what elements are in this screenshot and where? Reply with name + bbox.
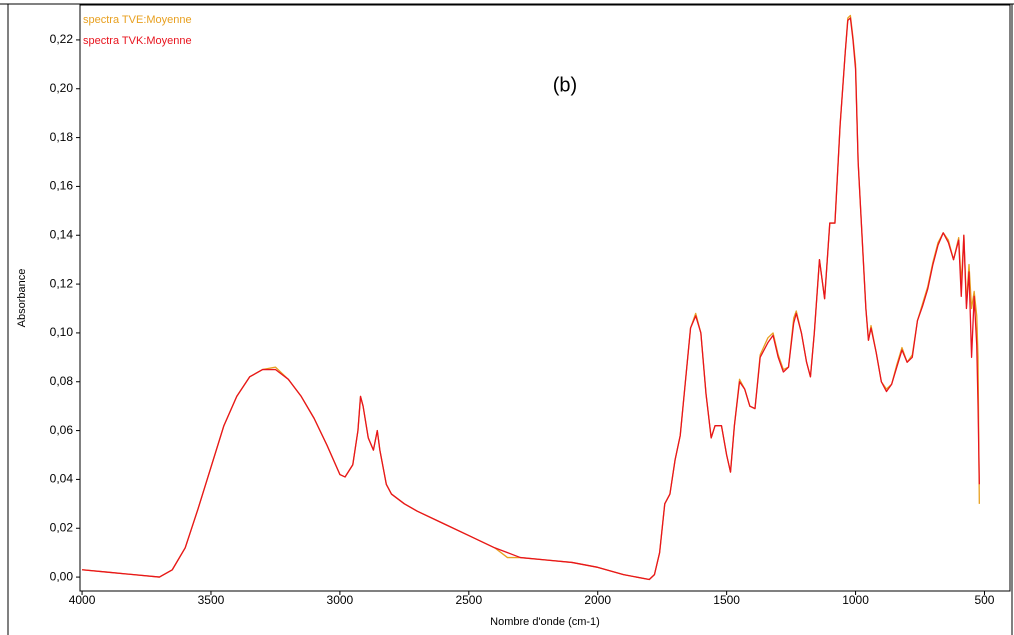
spectrum-line (81, 17, 980, 581)
y-axis-title: Absorbance (16, 269, 28, 328)
y-tick-label: 0,22 (50, 32, 74, 46)
x-tick-label: 1000 (842, 593, 869, 607)
y-tick-label: 0,06 (50, 423, 74, 437)
y-tick-label: 0,16 (50, 179, 74, 193)
x-tick-label: 3500 (198, 593, 225, 607)
x-tick-label: 2500 (455, 593, 482, 607)
legend-entry: spectra TVK:Moyenne (83, 35, 192, 47)
y-tick-label: 0,20 (50, 81, 74, 95)
x-axis-title: Nombre d'onde (cm-1) (490, 616, 600, 628)
plot-frame (79, 4, 1011, 592)
y-tick-label: 0,02 (50, 520, 74, 534)
spectrum-line (81, 14, 980, 581)
x-tick-label: 500 (974, 593, 994, 607)
x-tick-label: 4000 (69, 593, 96, 607)
y-tick-label: 0,10 (50, 325, 74, 339)
annotation: (b) (553, 74, 577, 96)
y-tick-label: 0,12 (50, 276, 74, 290)
legend-entry: spectra TVE:Moyenne (83, 14, 192, 26)
x-tick-label: 3000 (327, 593, 354, 607)
y-tick-label: 0,08 (50, 374, 74, 388)
x-tick-label: 2000 (584, 593, 611, 607)
y-tick-label: 0,04 (50, 472, 74, 486)
y-tick-label: 0,14 (50, 227, 74, 241)
y-tick-label: 0,00 (50, 569, 74, 583)
y-tick-label: 0,18 (50, 130, 74, 144)
x-tick-label: 1500 (713, 593, 740, 607)
